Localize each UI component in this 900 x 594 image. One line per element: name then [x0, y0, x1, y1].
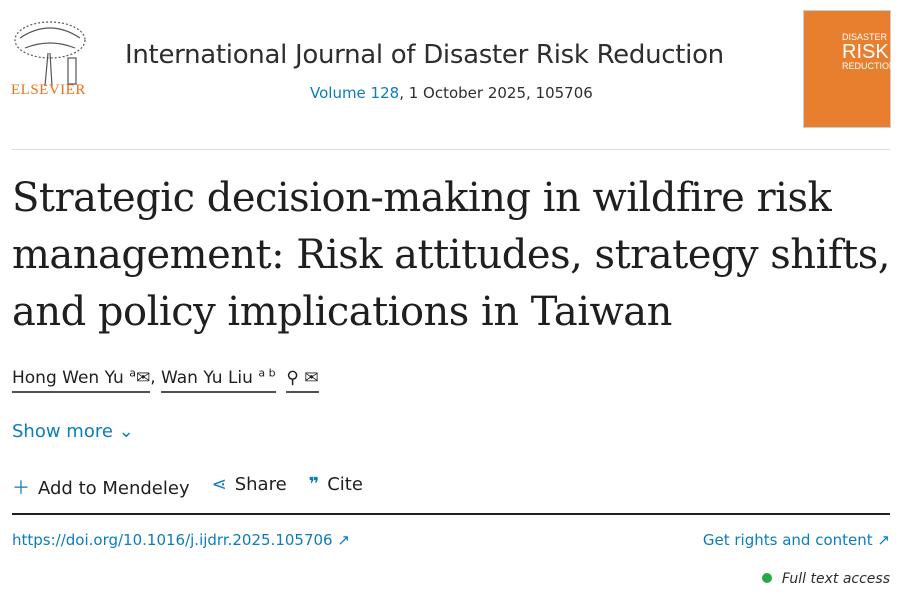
divider	[12, 149, 890, 150]
action-bar: ＋ Add to Mendeley ⋖ Share ❞ Cite	[12, 474, 363, 500]
affiliation-sup: a	[129, 366, 136, 379]
rights-text: Get rights and content	[702, 531, 873, 549]
affiliation-sup: a b	[258, 366, 276, 379]
email-icon: ✉	[304, 367, 319, 388]
volume-link[interactable]: Volume 128	[310, 84, 400, 102]
corresponding-author-link[interactable]: ⚲ ✉	[286, 367, 319, 393]
author-link[interactable]: Wan Yu Liu a b	[161, 366, 276, 393]
show-more-label: Show more	[12, 421, 113, 442]
mendeley-label: Add to Mendeley	[38, 478, 190, 499]
issue-date: , 1 October 2025, 105706	[399, 84, 593, 102]
elsevier-tree-logo	[14, 21, 86, 87]
access-label: Full text access	[781, 571, 890, 587]
author-name: Wan Yu Liu	[161, 367, 253, 388]
chevron-down-icon: ⌄	[118, 421, 134, 442]
doi-link[interactable]: https://doi.org/10.1016/j.ijdrr.2025.105…	[12, 531, 350, 549]
cover-text-big: RISK	[842, 41, 889, 63]
external-link-icon: ↗	[877, 531, 890, 549]
cite-button[interactable]: ❞ Cite	[309, 474, 363, 500]
external-link-icon: ↗	[337, 531, 350, 549]
doi-text: https://doi.org/10.1016/j.ijdrr.2025.105…	[12, 531, 333, 549]
article-title: Strategic decision-making in wildfire ri…	[12, 175, 890, 335]
add-to-mendeley-button[interactable]: ＋ Add to Mendeley	[12, 474, 190, 500]
cite-label: Cite	[327, 474, 363, 495]
author-link[interactable]: Hong Wen Yu a✉	[12, 366, 151, 393]
quote-icon: ❞	[308, 474, 320, 495]
status-dot-icon	[761, 573, 772, 583]
journal-title[interactable]: International Journal of Disaster Risk R…	[125, 40, 724, 70]
email-icon: ✉	[135, 367, 151, 388]
share-label: Share	[234, 474, 287, 495]
journal-cover[interactable]: DISASTER RISK REDUCTION	[803, 10, 896, 128]
plus-icon: ＋	[12, 478, 30, 499]
cover-text: DISASTER	[842, 32, 888, 42]
divider	[12, 513, 890, 515]
cover-text-sub: REDUCTION	[842, 61, 896, 71]
elsevier-wordmark[interactable]: ELSEVIER	[11, 82, 86, 98]
person-icon: ⚲	[286, 367, 299, 388]
journal-issue-info: Volume 128, 1 October 2025, 105706	[310, 84, 593, 102]
author-name: Hong Wen Yu	[12, 367, 124, 388]
access-status: Full text access	[761, 571, 890, 587]
share-icon: ⋖	[211, 474, 227, 495]
author-list: Hong Wen Yu a✉, Wan Yu Liu a b ⚲ ✉	[12, 366, 319, 393]
show-more-button[interactable]: Show more ⌄	[12, 421, 134, 442]
share-button[interactable]: ⋖ Share	[212, 474, 287, 500]
rights-link[interactable]: Get rights and content ↗	[703, 531, 890, 549]
